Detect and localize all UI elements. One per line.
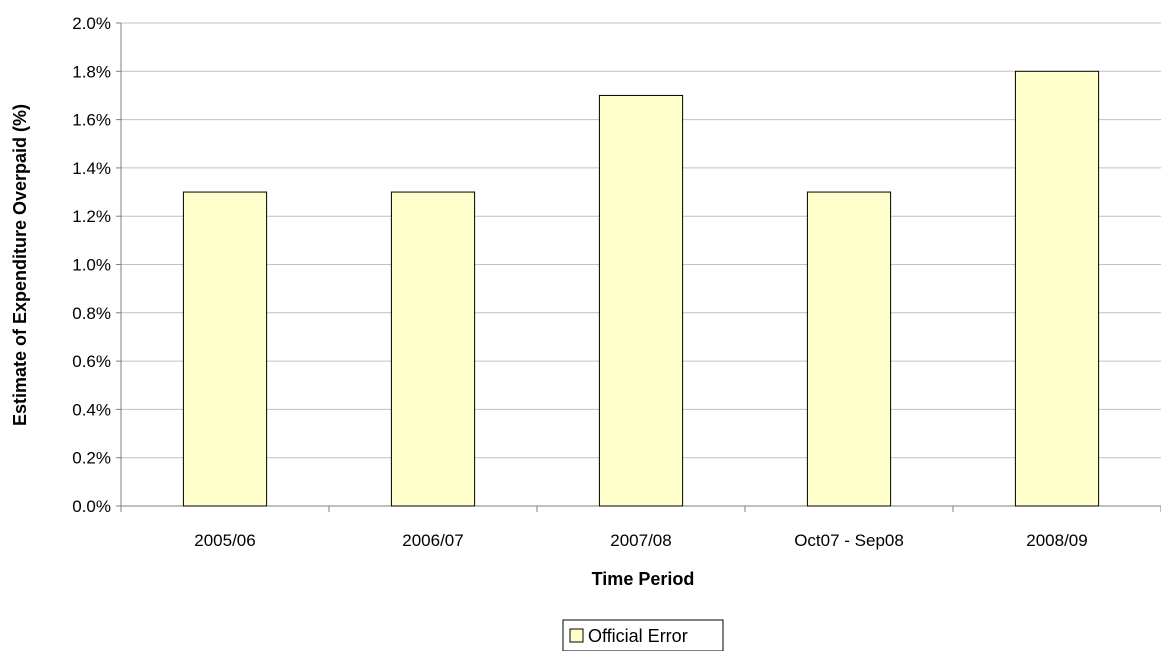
y-tick-label: 1.0% [72, 256, 111, 275]
y-axis-title: Estimate of Expenditure Overpaid (%) [10, 104, 30, 426]
y-tick-label: 0.4% [72, 400, 111, 419]
y-tick-label: 1.8% [72, 62, 111, 81]
y-tick-label: 0.8% [72, 304, 111, 323]
legend-label: Official Error [588, 626, 688, 646]
bar [182, 191, 268, 507]
legend-box [562, 619, 724, 651]
bar [598, 94, 684, 507]
bars [182, 70, 1100, 507]
y-tick-label: 0.6% [72, 352, 111, 371]
x-tick-label: Oct07 - Sep08 [794, 531, 904, 550]
y-tick-label: 0.0% [72, 497, 111, 516]
x-axis-title: Time Period [592, 569, 695, 589]
y-tick-label: 1.2% [72, 207, 111, 226]
legend-swatch [569, 628, 584, 643]
tick-labels: 0.0% 0.2% 0.4% 0.6% 0.8% 1.0% 1.2% 1.4% 1.6% 1.8%… [72, 14, 1087, 550]
y-tick-label: 1.6% [72, 111, 111, 130]
y-tick-label: 1.4% [72, 159, 111, 178]
y-tick-label: 0.2% [72, 449, 111, 468]
x-tick-label: 2008/09 [1026, 531, 1087, 550]
x-tick-label: 2006/07 [402, 531, 463, 550]
bar [390, 191, 476, 507]
bar [1014, 70, 1100, 507]
y-tick-label: 2.0% [72, 14, 111, 33]
legend: Official Error [562, 619, 724, 651]
x-tick-label: 2005/06 [194, 531, 255, 550]
x-tick-label: 2007/08 [610, 531, 671, 550]
bar [806, 191, 892, 507]
